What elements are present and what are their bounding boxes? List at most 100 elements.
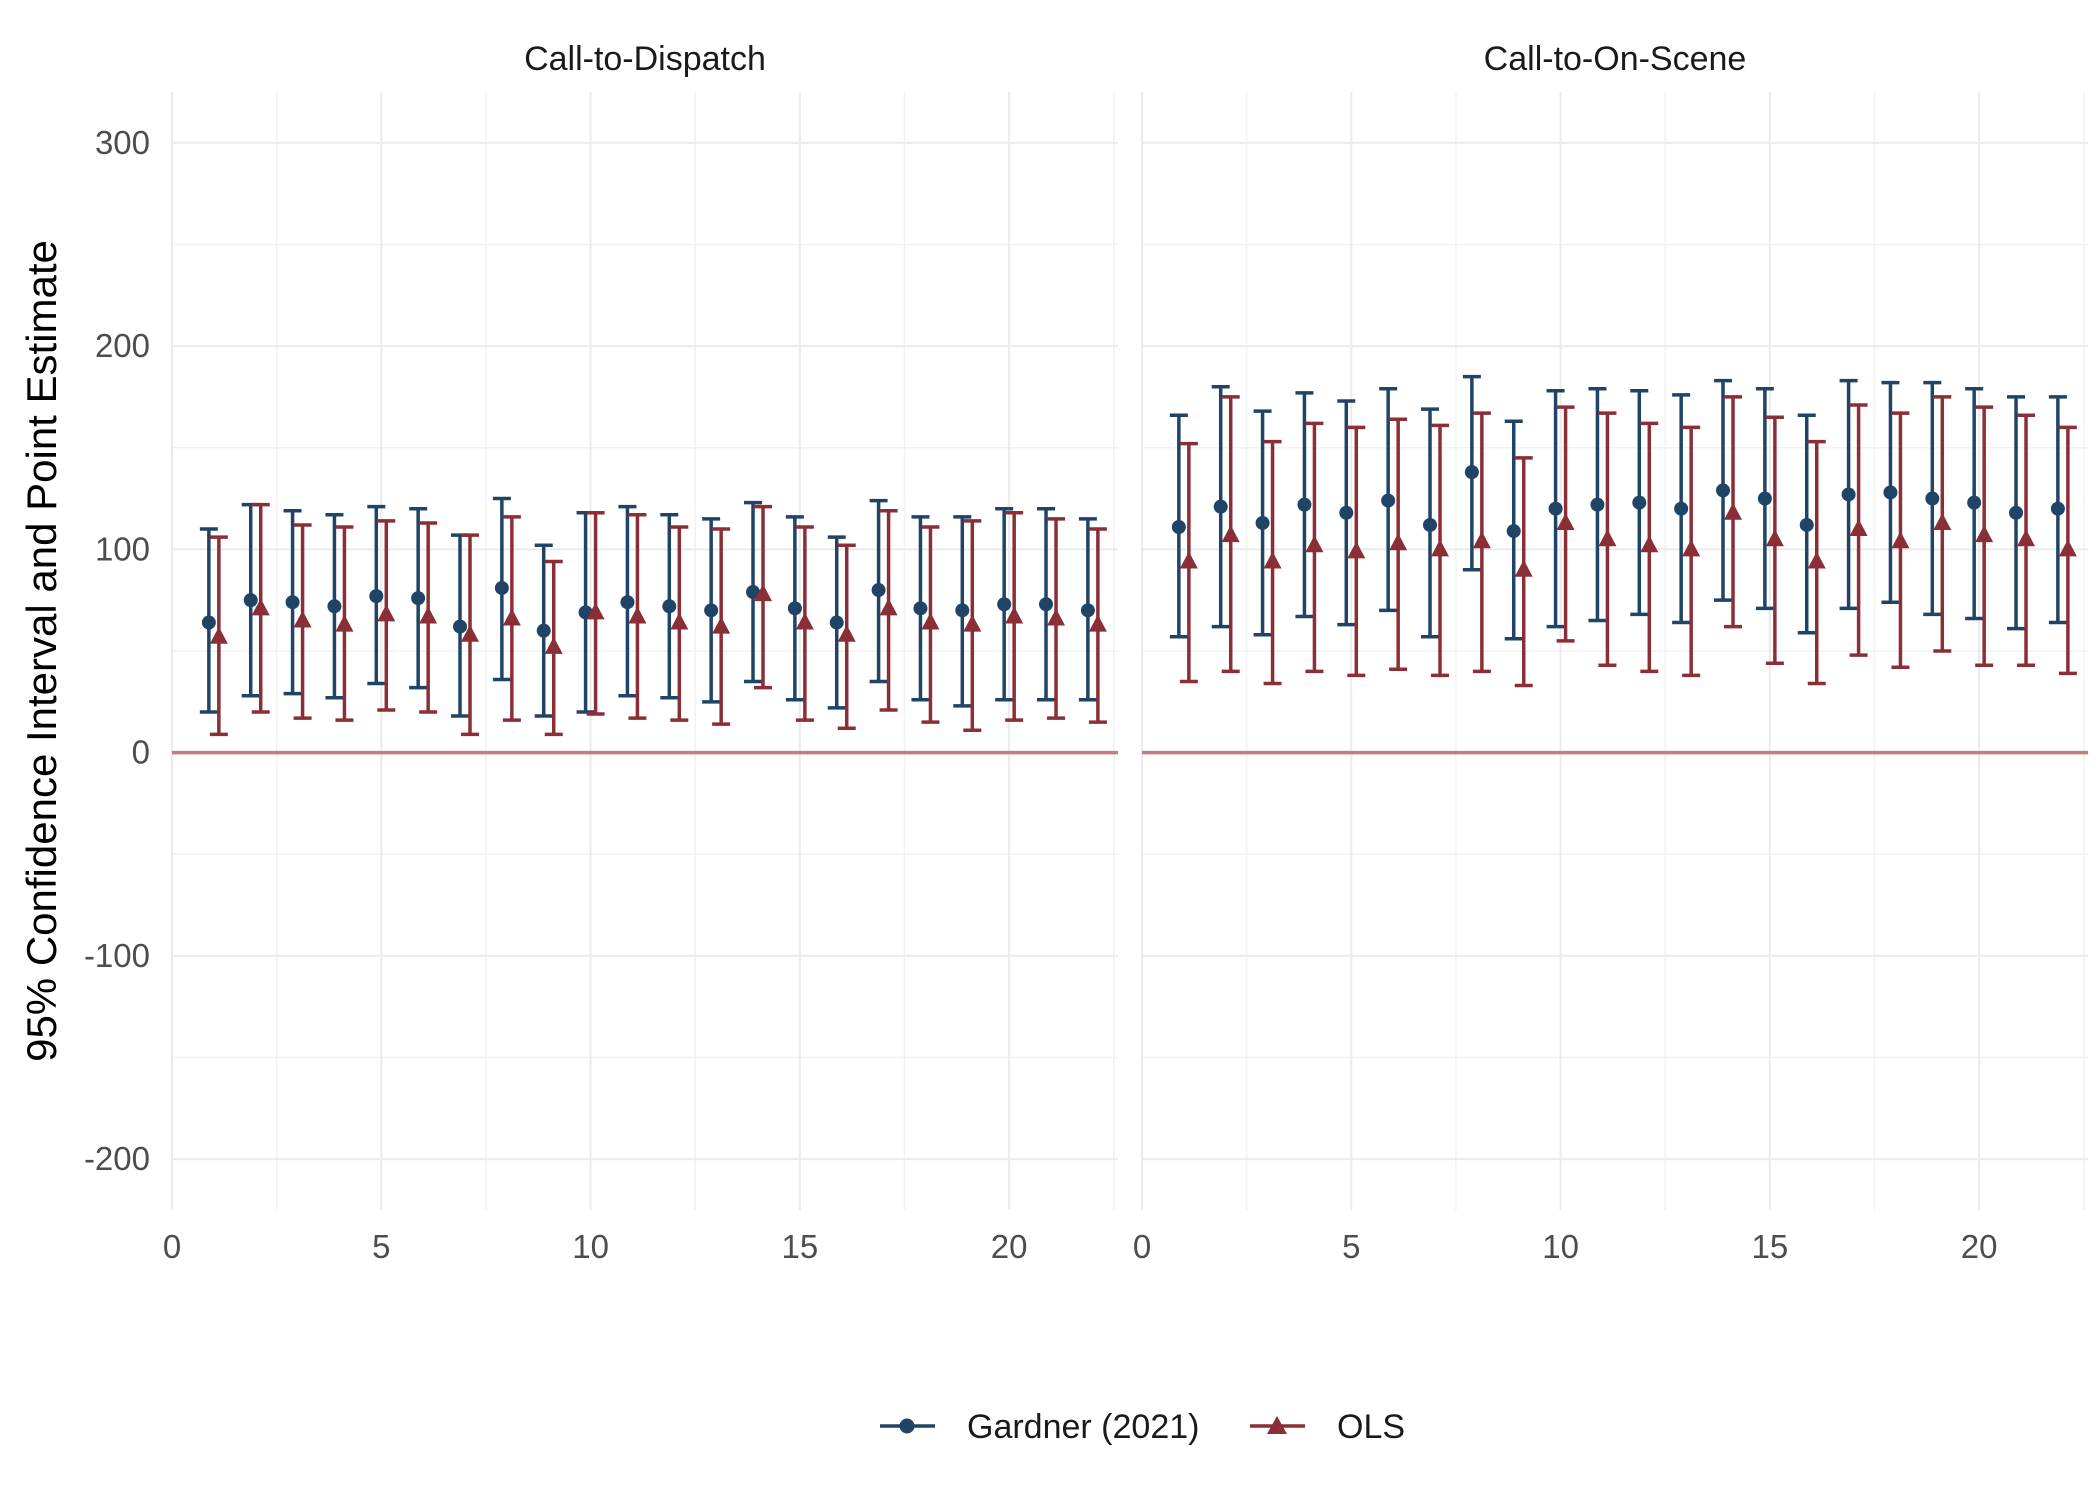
point-estimate-ols	[377, 604, 396, 622]
errorbar-gardner	[325, 513, 344, 700]
point-estimate-gardner	[411, 591, 426, 606]
errorbar-gardner	[199, 527, 218, 714]
errorbar-gardner	[869, 498, 888, 684]
errorbar-ols	[1640, 421, 1659, 674]
errorbar-ols	[377, 519, 396, 712]
point-estimate-gardner	[1423, 517, 1438, 532]
errorbar-ols	[1933, 395, 1952, 653]
errorbar-ols	[1514, 456, 1533, 688]
errorbar-gardner	[1881, 380, 1900, 604]
errorbar-gardner	[1672, 393, 1691, 625]
point-estimate-ols	[1263, 551, 1282, 569]
errorbar-ols	[293, 523, 312, 720]
x-tick-label: 0	[163, 1228, 181, 1265]
errorbar-ols	[502, 515, 521, 722]
errorbar-gardner	[785, 515, 804, 702]
y-tick-label: 200	[95, 327, 150, 364]
errorbar-ols	[1431, 423, 1450, 678]
point-estimate-ols	[1179, 551, 1198, 569]
errorbar-gardner	[241, 502, 260, 698]
point-estimate-gardner	[1255, 515, 1270, 530]
errorbar-gardner	[2048, 395, 2067, 625]
errorbar-gardner	[2007, 395, 2026, 631]
point-estimate-ols	[1347, 541, 1366, 559]
errorbar-ols	[837, 543, 856, 730]
point-estimate-gardner	[1925, 491, 1940, 506]
point-estimate-ols	[1891, 531, 1910, 549]
point-estimate-ols	[1221, 525, 1240, 543]
errorbar-ols	[335, 525, 354, 722]
point-estimate-gardner	[453, 619, 468, 634]
errorbar-gardner	[409, 506, 428, 690]
errorbar-ols	[1807, 439, 1826, 686]
point-estimate-gardner	[1080, 603, 1095, 618]
point-estimate-ols	[502, 608, 521, 626]
point-estimate-gardner	[1381, 493, 1396, 508]
point-estimate-ols	[670, 612, 689, 630]
errorbar-gardner	[911, 515, 930, 702]
point-estimate-ols	[1389, 533, 1408, 551]
point-estimate-gardner	[1883, 485, 1898, 500]
point-estimate-ols	[963, 614, 982, 632]
point-estimate-gardner	[1339, 505, 1354, 520]
point-estimate-gardner	[913, 601, 928, 616]
errorbar-gardner	[1504, 419, 1523, 641]
point-estimate-gardner	[2050, 501, 2065, 516]
point-estimate-ols	[335, 614, 354, 632]
point-estimate-gardner	[704, 603, 719, 618]
point-estimate-gardner	[620, 595, 635, 610]
x-tick-label: 15	[1752, 1228, 1789, 1265]
errorbar-gardner	[492, 496, 511, 682]
legend-marker-gardner	[899, 1418, 915, 1434]
errorbar-ols	[754, 504, 773, 690]
errorbar-ols	[1088, 527, 1107, 724]
point-estimate-ols	[1975, 525, 1994, 543]
errorbar-gardner	[1421, 407, 1440, 639]
errorbar-ols	[461, 533, 480, 737]
point-estimate-gardner	[1841, 487, 1856, 502]
x-tick-label: 5	[372, 1228, 390, 1265]
panel-title: Call-to-On-Scene	[1484, 40, 1747, 78]
point-estimate-gardner	[2009, 505, 2024, 520]
point-estimate-gardner	[829, 615, 844, 630]
point-estimate-gardner	[1716, 483, 1731, 498]
errorbar-gardner	[1037, 506, 1056, 702]
errorbar-ols	[795, 525, 814, 722]
point-estimate-ols	[754, 584, 773, 602]
errorbar-ols	[1047, 517, 1066, 720]
point-estimate-ols	[1765, 529, 1784, 547]
errorbar-gardner	[451, 533, 470, 718]
point-estimate-ols	[1005, 606, 1024, 624]
errorbar-ols	[1347, 425, 1366, 678]
errorbar-ols	[1305, 421, 1324, 674]
point-estimate-gardner	[1548, 501, 1563, 516]
errorbar-gardner	[995, 506, 1014, 702]
panel-title: Call-to-Dispatch	[524, 40, 766, 78]
point-estimate-ols	[795, 612, 814, 630]
point-estimate-gardner	[1757, 491, 1772, 506]
point-estimate-ols	[1431, 539, 1450, 557]
point-estimate-ols	[628, 606, 647, 624]
point-estimate-gardner	[285, 595, 300, 610]
errorbar-ols	[1891, 411, 1910, 670]
errorbar-ols	[963, 519, 982, 733]
point-estimate-ols	[1047, 608, 1066, 626]
point-estimate-gardner	[1213, 499, 1228, 514]
point-estimate-gardner	[1464, 465, 1479, 480]
point-estimate-ols	[544, 636, 563, 654]
errorbar-ols	[1598, 411, 1617, 667]
errorbar-gardner	[1211, 384, 1230, 629]
errorbar-ols	[1849, 403, 1868, 657]
errorbar-gardner	[1462, 374, 1481, 572]
point-estimate-ols	[2058, 539, 2077, 557]
errorbar-gardner	[1546, 389, 1565, 629]
y-tick-label: 300	[95, 124, 150, 161]
point-estimate-ols	[837, 624, 856, 642]
errorbar-gardner	[534, 543, 553, 718]
point-estimate-gardner	[536, 623, 551, 638]
errorbar-gardner	[283, 508, 302, 696]
errorbar-gardner	[1337, 399, 1356, 627]
point-estimate-gardner	[369, 589, 384, 604]
point-estimate-gardner	[1171, 520, 1186, 535]
errorbar-gardner	[618, 504, 637, 698]
